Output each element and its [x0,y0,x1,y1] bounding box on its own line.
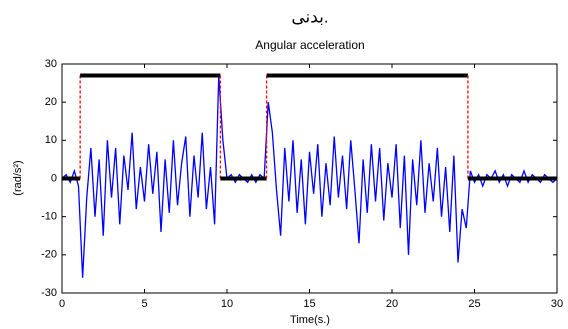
y-tick-label: 0 [51,172,57,184]
x-tick-label: 20 [386,298,398,310]
y-tick-label: -20 [41,249,57,261]
y-tick-label: 20 [45,96,57,108]
y-tick-label: -30 [41,287,57,299]
signal-line [61,75,558,278]
y-tick-label: 30 [45,58,57,70]
x-tick-label: 0 [59,298,65,310]
plot-frame [61,63,558,294]
y-axis-label: (rad/s²) [12,160,24,195]
y-tick-label: -10 [41,211,57,223]
x-tick-label: 10 [221,298,233,310]
chart-title: بدنی. [291,7,328,26]
y-tick-label: 10 [45,134,57,146]
x-axis-label: Time(s.) [290,314,330,326]
x-tick-label: 30 [551,298,563,310]
x-tick-label: 25 [468,298,480,310]
chart-subtitle: Angular acceleration [255,38,364,52]
x-tick-label: 5 [141,298,147,310]
x-tick-label: 15 [303,298,315,310]
